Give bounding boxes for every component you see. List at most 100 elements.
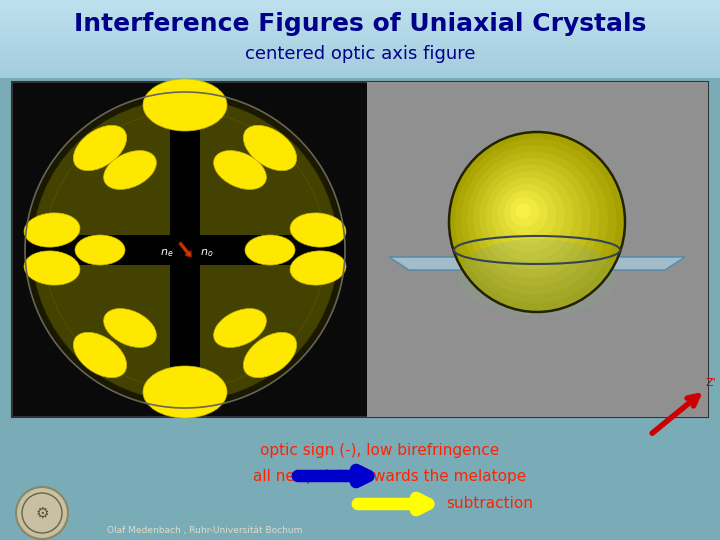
Bar	[0, 30, 720, 32]
Text: subtraction: subtraction	[446, 496, 534, 511]
Ellipse shape	[73, 125, 127, 171]
Ellipse shape	[504, 191, 548, 235]
Ellipse shape	[485, 171, 574, 261]
Ellipse shape	[143, 79, 227, 131]
Bar	[0, 4, 720, 6]
Bar	[0, 13, 720, 15]
Bar	[0, 12, 720, 14]
Bar	[0, 9, 720, 11]
Bar	[0, 42, 720, 43]
Bar	[0, 19, 720, 21]
Text: centered optic axis figure: centered optic axis figure	[245, 45, 475, 63]
Bar	[0, 40, 720, 42]
Ellipse shape	[243, 332, 297, 377]
Bar	[0, 36, 720, 38]
Ellipse shape	[243, 125, 297, 171]
Bar	[0, 52, 720, 54]
Bar	[0, 49, 720, 51]
Bar	[0, 48, 720, 50]
Ellipse shape	[75, 235, 125, 265]
Ellipse shape	[455, 138, 616, 303]
Ellipse shape	[516, 204, 531, 219]
Ellipse shape	[34, 101, 336, 399]
Bar	[0, 31, 720, 33]
Ellipse shape	[33, 100, 337, 400]
Bar	[367, 82, 708, 417]
Bar	[0, 14, 720, 16]
Text: $n_o$: $n_o$	[200, 247, 214, 259]
Ellipse shape	[35, 102, 335, 398]
Bar	[0, 21, 720, 23]
Ellipse shape	[34, 100, 336, 400]
Bar	[0, 28, 720, 29]
Bar	[0, 68, 720, 70]
Ellipse shape	[492, 178, 565, 253]
Bar	[0, 26, 720, 28]
Bar	[0, 66, 720, 68]
Bar	[0, 53, 720, 55]
Ellipse shape	[480, 165, 582, 269]
Bar	[0, 71, 720, 73]
Text: $n_e$: $n_e$	[161, 247, 174, 259]
Ellipse shape	[498, 184, 557, 244]
Bar	[25, 235, 345, 265]
Ellipse shape	[473, 158, 590, 278]
Bar	[0, 73, 720, 75]
Ellipse shape	[73, 332, 127, 377]
Bar	[0, 1, 720, 3]
Ellipse shape	[104, 308, 156, 347]
Ellipse shape	[37, 104, 333, 396]
Ellipse shape	[449, 132, 625, 312]
Ellipse shape	[37, 104, 333, 396]
Bar	[0, 18, 720, 20]
Ellipse shape	[143, 366, 227, 418]
Ellipse shape	[37, 104, 333, 396]
Ellipse shape	[36, 103, 334, 397]
Bar	[0, 56, 720, 58]
Ellipse shape	[33, 100, 337, 400]
Bar	[0, 44, 720, 46]
Ellipse shape	[467, 152, 599, 287]
Bar	[0, 77, 720, 78]
Bar	[0, 38, 720, 39]
Bar	[0, 39, 720, 41]
Bar	[170, 92, 200, 408]
Bar	[0, 25, 720, 26]
Ellipse shape	[36, 103, 334, 397]
Text: optic sign (-), low birefringence: optic sign (-), low birefringence	[261, 442, 500, 457]
Ellipse shape	[510, 197, 539, 227]
Ellipse shape	[25, 92, 345, 408]
Bar	[0, 8, 720, 10]
Text: all net points towards the melatope: all net points towards the melatope	[253, 469, 526, 483]
Bar	[0, 51, 720, 52]
Bar	[0, 5, 720, 7]
Text: Interference Figures of Uniaxial Crystals: Interference Figures of Uniaxial Crystal…	[74, 12, 646, 36]
Ellipse shape	[37, 103, 333, 396]
Ellipse shape	[38, 105, 332, 395]
Bar	[0, 65, 720, 67]
FancyArrow shape	[179, 242, 191, 257]
Ellipse shape	[35, 102, 335, 398]
Bar	[0, 60, 720, 62]
Bar	[0, 70, 720, 72]
Bar	[0, 45, 720, 48]
Ellipse shape	[35, 103, 335, 397]
Ellipse shape	[35, 101, 336, 399]
Ellipse shape	[32, 99, 338, 401]
Bar	[0, 43, 720, 45]
Ellipse shape	[462, 145, 608, 295]
Bar	[0, 57, 720, 59]
Bar	[0, 3, 720, 4]
Bar	[0, 63, 720, 64]
Bar	[0, 6, 720, 8]
Ellipse shape	[214, 151, 266, 190]
Bar	[0, 35, 720, 37]
Bar	[0, 23, 720, 25]
Ellipse shape	[104, 151, 156, 190]
Ellipse shape	[214, 308, 266, 347]
Bar	[0, 32, 720, 35]
Text: Z': Z'	[706, 378, 716, 388]
Bar	[0, 55, 720, 56]
Ellipse shape	[245, 235, 295, 265]
Bar	[0, 17, 720, 19]
